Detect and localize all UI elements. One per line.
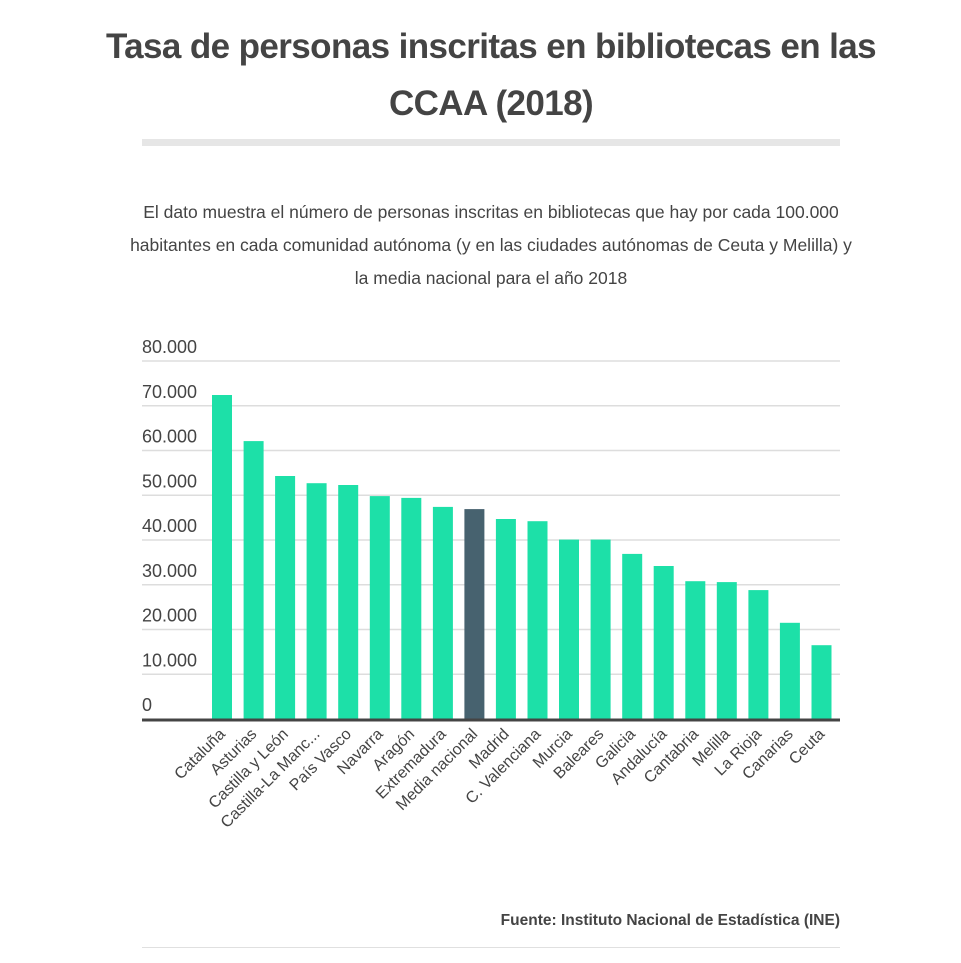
bar [243,441,264,719]
bar [559,539,579,719]
y-tick-label: 40.000 [142,516,197,536]
bar [306,483,327,719]
bottom-rule [142,947,840,948]
bar [212,395,232,719]
y-tick-label: 60.000 [142,427,197,447]
chart-title: Tasa de personas inscritas en biblioteca… [105,27,877,123]
y-tick-label: 70.000 [142,382,197,402]
bar [432,506,453,719]
bar [275,476,296,719]
y-tick-label: 10.000 [142,650,197,670]
bar [401,497,422,719]
bar [685,581,706,719]
bar [748,590,769,719]
y-tick-label: 0 [142,695,152,715]
y-tick-label: 30.000 [142,561,197,581]
bar [590,539,611,719]
y-tick-label: 20.000 [142,606,197,626]
bar-highlight [464,509,485,719]
source-note: Fuente: Instituto Nacional de Estadístic… [500,912,840,929]
bar [622,553,643,719]
bars [212,395,832,719]
y-tick-label: 80.000 [142,337,197,357]
y-axis-tick-labels: 0 10.000 20.000 30.000 40.000 50.000 60.000 70.… [142,337,197,715]
title-divider [142,139,840,146]
bar [527,521,548,719]
bar [811,645,832,719]
bar [653,566,674,719]
bar [338,485,359,719]
bar [369,496,390,719]
bar [716,582,737,719]
x-category-label: Ceuta [786,726,828,768]
bar [779,622,800,719]
chart-subtitle: El dato muestra el número de personas in… [130,202,852,288]
y-tick-label: 50.000 [142,471,197,491]
bar [495,519,516,719]
